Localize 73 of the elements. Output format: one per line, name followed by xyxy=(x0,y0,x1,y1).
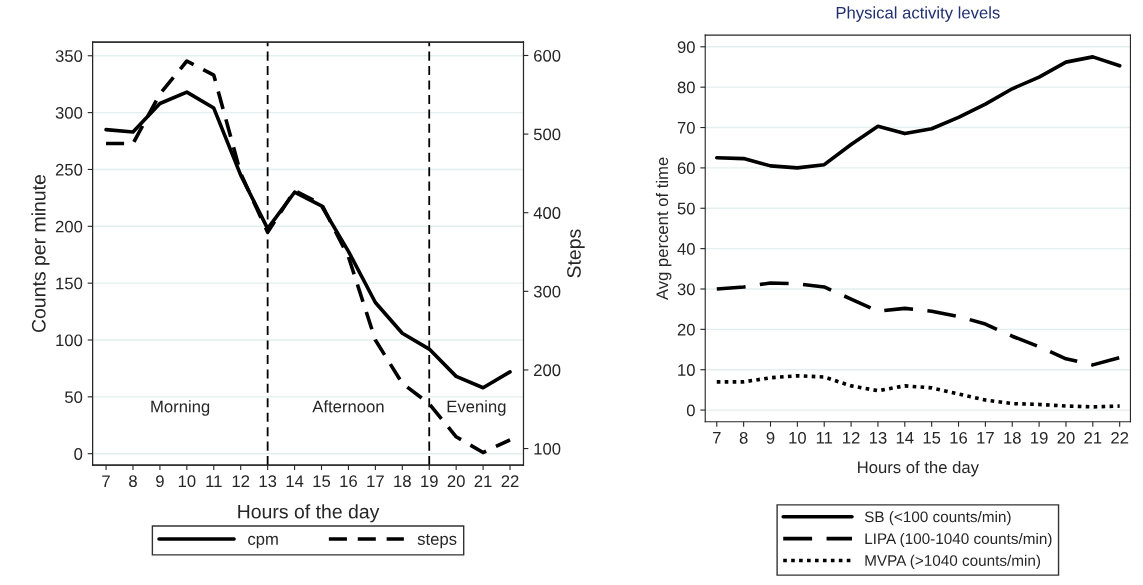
y2-axis-title: Steps xyxy=(567,229,585,278)
x-tick-label: 20 xyxy=(447,475,465,488)
x-tick-label: 19 xyxy=(421,475,438,488)
y2-tick-label: 100 xyxy=(534,442,561,455)
y-tick-label: 20 xyxy=(677,323,695,336)
y2-tick-label: 400 xyxy=(533,207,561,219)
x-tick-label: 8 xyxy=(739,431,748,444)
x-tick-label: 7 xyxy=(102,475,110,487)
y-tick-label: 150 xyxy=(56,277,83,290)
y-axis-title: Avg percent of time xyxy=(655,157,672,301)
chart-title: Physical activity levels xyxy=(836,6,1000,22)
y-tick-label: 30 xyxy=(677,283,695,296)
x-tick-label: 22 xyxy=(1111,431,1129,444)
legend-label: MVPA (>1040 counts/min) xyxy=(865,554,1041,569)
x-tick-label: 12 xyxy=(843,431,860,444)
x-tick-label: 12 xyxy=(232,475,250,487)
x-tick-label: 17 xyxy=(977,432,994,444)
line-series xyxy=(714,281,1122,367)
y2-tick-label: 300 xyxy=(533,285,561,298)
y2-tick-label: 600 xyxy=(534,49,561,62)
x-tick-label: 7 xyxy=(713,432,721,444)
x-tick-label: 13 xyxy=(869,431,887,444)
y-tick-label: 10 xyxy=(678,364,695,376)
y-tick-label: 60 xyxy=(677,162,695,175)
y2-tick-label: 500 xyxy=(533,128,561,141)
x-axis-title: Hours of the day xyxy=(238,504,380,523)
legend-label: LIPA (100-1040 counts/min) xyxy=(865,532,1052,548)
y-tick-label: 250 xyxy=(55,163,83,176)
x-tick-label: 17 xyxy=(367,475,384,487)
x-tick-label: 9 xyxy=(156,475,164,488)
x-tick-label: 10 xyxy=(789,431,806,444)
y-tick-label: 40 xyxy=(677,243,695,255)
y-tick-label: 350 xyxy=(55,50,83,62)
y-axis-title: Counts per minute xyxy=(31,175,50,333)
annotation: Morning xyxy=(151,400,210,416)
y-tick-label: 50 xyxy=(64,391,83,404)
x-tick-label: 21 xyxy=(1084,431,1102,444)
x-tick-label: 13 xyxy=(259,475,277,488)
y-tick-label: 80 xyxy=(677,81,695,94)
x-axis-title: Hours of the day xyxy=(858,460,979,477)
x-tick-label: 11 xyxy=(816,432,833,444)
y-tick-label: 90 xyxy=(677,41,695,54)
y-tick-label: 100 xyxy=(56,334,83,347)
x-tick-label: 15 xyxy=(923,432,941,444)
x-tick-label: 16 xyxy=(950,431,968,444)
line-series xyxy=(714,55,1122,170)
legend-label: SB (<100 counts/min) xyxy=(864,511,1011,526)
y-tick-label: 70 xyxy=(677,121,695,134)
y-tick-label: 50 xyxy=(677,202,695,215)
x-tick-label: 18 xyxy=(394,475,411,488)
x-tick-label: 20 xyxy=(1057,431,1075,444)
x-tick-label: 21 xyxy=(474,475,492,487)
annotation: Afternoon xyxy=(312,400,384,413)
x-tick-label: 19 xyxy=(1031,431,1048,444)
y-tick-label: 0 xyxy=(686,404,695,417)
x-tick-label: 15 xyxy=(313,475,331,488)
x-tick-label: 8 xyxy=(129,475,137,488)
x-tick-label: 11 xyxy=(206,475,222,487)
x-tick-label: 22 xyxy=(501,475,519,487)
x-tick-label: 16 xyxy=(340,475,357,488)
x-tick-label: 14 xyxy=(896,432,914,444)
x-tick-label: 14 xyxy=(286,475,304,487)
y-tick-label: 0 xyxy=(74,448,83,460)
legend-label: steps xyxy=(417,534,457,549)
legend-label: cpm xyxy=(248,535,278,549)
x-tick-label: 18 xyxy=(1004,431,1021,444)
annotation: Evening xyxy=(447,400,506,416)
x-tick-label: 10 xyxy=(178,475,196,488)
x-tick-label: 9 xyxy=(766,431,775,444)
y-tick-label: 200 xyxy=(55,220,83,233)
y2-tick-label: 200 xyxy=(534,364,561,377)
line-series xyxy=(714,373,1122,409)
y-tick-label: 300 xyxy=(55,107,83,119)
